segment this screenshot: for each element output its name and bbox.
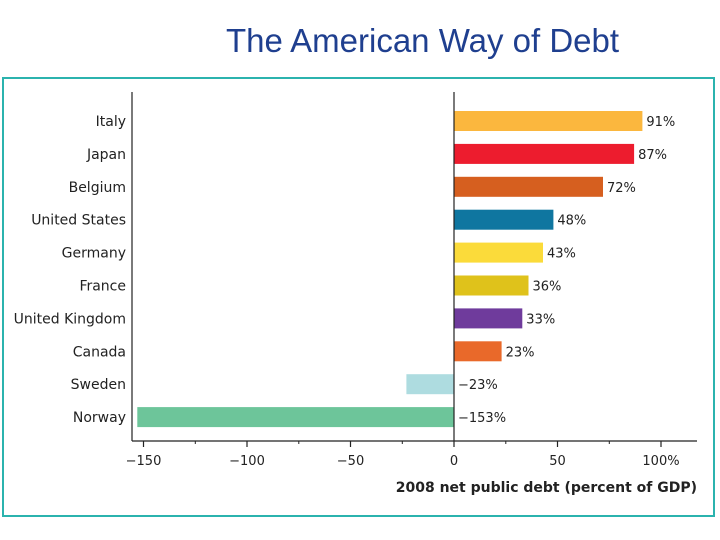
bar-sweden [406,374,454,395]
x-tick-label: 50 [549,454,566,469]
category-label: Japan [86,147,126,163]
value-label: −153% [458,411,506,426]
bar-japan [454,143,635,164]
category-label: Germany [62,246,126,262]
x-tick-label: 0 [450,454,458,469]
bar-france [454,275,529,296]
category-label: Norway [73,410,126,426]
x-tick-label: −150 [126,454,162,469]
bars-layer [137,111,643,428]
labels-layer: Italy 91% Japan 87% Belgium 72% United States 4… [14,114,676,426]
category-label: United States [31,213,126,229]
category-label: Belgium [69,180,126,196]
value-label: −23% [458,378,498,393]
bar-germany [454,242,543,263]
axis-layer: −150 −100 −50 0 50 100% 2008 net public debt (… [126,92,697,496]
x-tick-label: −50 [337,454,364,469]
category-label: United Kingdom [14,311,126,327]
slide-title: The American Way of Debt [225,22,620,59]
value-label: 91% [646,115,675,130]
value-label: 23% [506,345,535,360]
value-label: 87% [638,148,667,163]
x-axis-label: 2008 net public debt (percent of GDP) [396,480,697,496]
category-label: Sweden [71,377,126,393]
bar-canada [454,341,502,362]
value-label: 33% [526,312,555,327]
category-label: France [79,279,126,295]
value-label: 43% [547,247,576,262]
value-label: 48% [557,214,586,229]
category-label: Italy [96,114,126,130]
bar-norway [137,407,455,428]
x-tick-label: 100% [642,454,679,469]
value-label: 36% [533,280,562,295]
category-label: Canada [73,344,126,360]
bar-italy [454,111,643,131]
value-label: 72% [607,181,636,196]
bar-united-states [454,209,554,230]
bar-united-kingdom [454,308,523,329]
bar-belgium [454,176,603,197]
x-tick-label: −100 [229,454,265,469]
